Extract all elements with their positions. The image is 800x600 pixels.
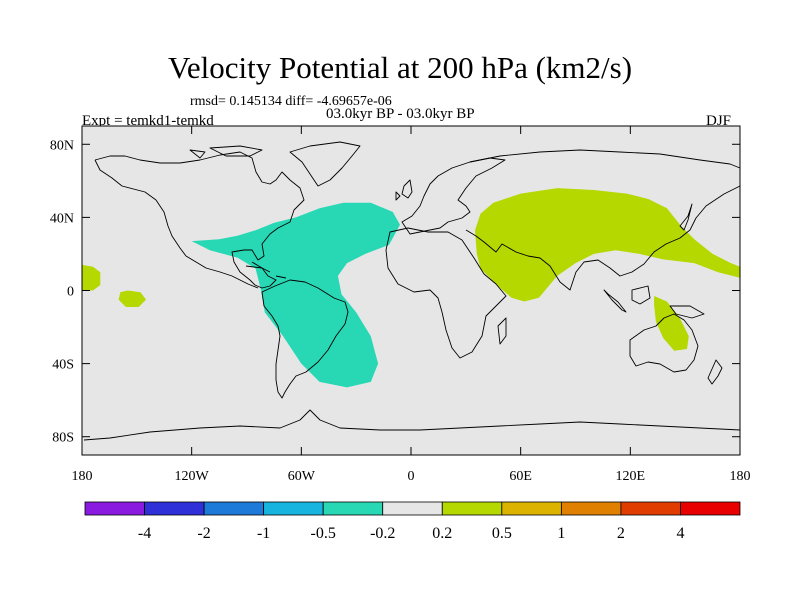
coastline-west-north-america (94, 159, 259, 289)
coastline-new-zealand (707, 359, 723, 385)
coastline-greenland (289, 141, 361, 187)
lon-tick-label: 60E (509, 469, 532, 484)
coastline-british-isles (395, 179, 413, 201)
coastline-europe (401, 157, 506, 235)
season-label: DJF (705, 113, 731, 129)
colorbar-box (501, 501, 562, 516)
colorbar-label: 2 (617, 525, 625, 542)
colorbar-label: 0.2 (432, 525, 452, 542)
region-australia-positive-patch (654, 296, 689, 351)
region-south-asia-pacific-positive-lobe (475, 188, 740, 302)
region-dateline-positive-patch (82, 264, 101, 291)
coastline-asia (465, 149, 741, 291)
colorbar-box (382, 501, 443, 516)
lon-tick-label: 180 (730, 469, 751, 484)
lon-tick-label: 120E (616, 469, 646, 484)
colorbar-box (84, 501, 145, 516)
colorbar: -4 -2 -1 -0.5 -0.2 0.2 0.5 1 2 4 (84, 501, 741, 542)
lat-tick-label: 40S (52, 358, 74, 373)
colorbar-box (441, 501, 503, 516)
coastline-sumatra-borneo (603, 285, 651, 313)
colorbar-box (263, 501, 324, 516)
colorbar-label: 1 (557, 525, 565, 542)
lon-tick-label: 180 (72, 469, 93, 484)
time-period-label: 03.0kyr BP - 03.0kyr BP (326, 106, 475, 122)
coastline-madagascar (497, 317, 507, 345)
lon-tick-label: 0 (408, 469, 415, 484)
latitude-axis: 80N 40N 0 40S 80S (50, 138, 740, 446)
colorbar-label: -0.5 (311, 525, 336, 542)
colorbar-box (560, 501, 622, 516)
coastline-new-guinea (669, 305, 705, 319)
lat-tick-label: 40N (50, 211, 74, 226)
plot-title: Velocity Potential at 200 hPa (km2/s) (167, 50, 633, 85)
coastline-africa (385, 227, 507, 359)
region-central-pacific-positive-patch (118, 290, 146, 307)
colorbar-box (620, 501, 681, 516)
lat-tick-label: 80S (52, 431, 74, 446)
coastline-cuba-caribbean (245, 265, 287, 279)
colorbar-label: 0.5 (492, 525, 512, 542)
anomaly-regions (82, 188, 740, 388)
coastlines (83, 141, 741, 441)
coastline-antarctica (83, 409, 741, 441)
coastline-north-america (94, 151, 305, 289)
colorbar-label: -4 (138, 525, 151, 542)
colorbar-label: -1 (257, 525, 270, 542)
colorbar-box (322, 501, 384, 516)
colorbar-box (680, 501, 741, 516)
lat-tick-label: 80N (50, 138, 74, 153)
coastline-australia (629, 313, 699, 373)
lon-tick-label: 120W (175, 469, 210, 484)
colorbar-label: 4 (676, 525, 684, 542)
lon-tick-label: 60W (288, 469, 316, 484)
rmsd-diff-stats: rmsd= 0.145134 diff= -4.69657e-06 (190, 94, 392, 109)
region-atlantic-negative-lobe (191, 202, 400, 388)
coastline-japan (679, 203, 693, 231)
lat-tick-label: 0 (67, 285, 74, 300)
coastline-canadian-islands (189, 145, 263, 159)
experiment-label: Expt = temkd1-temkd (82, 113, 214, 129)
longitude-axis: 180 120W 60W 0 60E 120E 180 (72, 126, 751, 484)
coastline-south-america (261, 279, 349, 399)
colorbar-label: -2 (197, 525, 210, 542)
colorbar-box (144, 501, 205, 516)
colorbar-box (203, 501, 265, 516)
colorbar-label: -0.2 (370, 525, 395, 542)
